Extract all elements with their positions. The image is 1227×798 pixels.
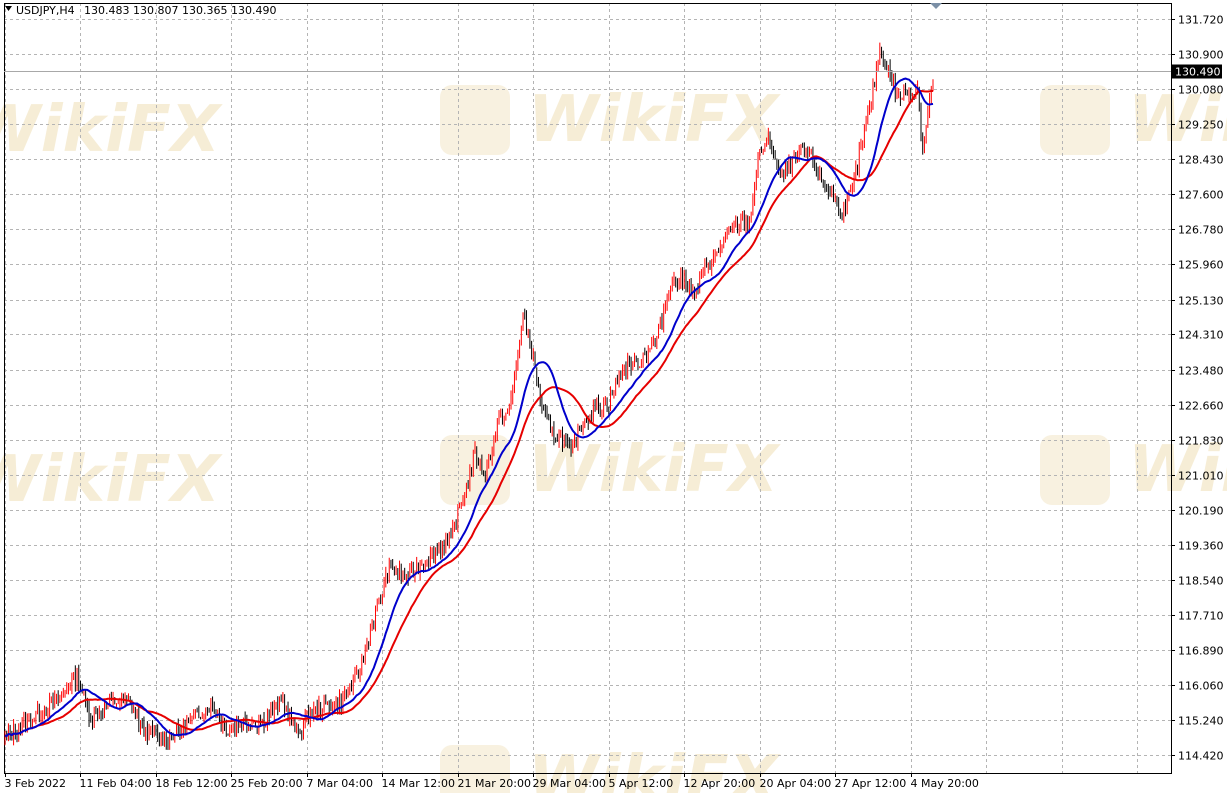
y-tick-label: 130.900	[1178, 49, 1224, 62]
watermark-logo-icon	[440, 745, 510, 798]
candles	[4, 42, 934, 750]
x-tick-label: 21 Mar 20:00	[458, 777, 531, 790]
symbol-label: USDJPY,H4	[16, 4, 75, 17]
x-tick-label: 18 Feb 12:00	[156, 777, 228, 790]
watermark-text: WikiFX	[1128, 433, 1227, 507]
watermark-text: WikiFX	[528, 433, 781, 507]
y-tick-label: 126.780	[1178, 224, 1224, 237]
y-tick-label: 121.010	[1178, 470, 1224, 483]
y-tick-label: 128.430	[1178, 154, 1224, 167]
x-tick-label: 29 Mar 04:00	[533, 777, 606, 790]
chart-header: USDJPY,H4 130.483 130.807 130.365 130.490	[5, 4, 276, 17]
plot-frame	[4, 3, 1172, 774]
y-tick-label: 116.890	[1178, 645, 1224, 658]
x-tick-label: 20 Apr 04:00	[760, 777, 832, 790]
y-tick-label: 118.540	[1178, 575, 1224, 588]
y-tick-label: 116.060	[1178, 680, 1224, 693]
y-tick-label: 119.360	[1178, 540, 1224, 553]
watermark-text: WikiFX	[528, 743, 781, 793]
watermark-text: WikiFX	[0, 93, 223, 167]
watermark-text: WikiFX	[528, 83, 781, 157]
watermark-logo-icon	[1040, 435, 1110, 505]
watermark-group: WikiFX WikiFX WikiFX WikiFX WikiFX WikiFX Wiki…	[0, 83, 1227, 798]
triangle-down-icon[interactable]	[5, 6, 12, 11]
x-tick-label: 25 Feb 20:00	[231, 777, 303, 790]
y-tick-label: 131.720	[1178, 14, 1224, 27]
x-tick-label: 3 Feb 2022	[5, 777, 66, 790]
y-tick-label: 129.250	[1178, 119, 1224, 132]
x-tick-label: 11 Feb 04:00	[80, 777, 152, 790]
x-tick-label: 27 Apr 12:00	[835, 777, 907, 790]
y-tick-label: 120.190	[1178, 505, 1224, 518]
y-tick-label: 125.960	[1178, 259, 1224, 272]
x-tick-label: 5 Apr 12:00	[609, 777, 674, 790]
watermark-text: WikiFX	[1128, 83, 1227, 157]
chart-shift-icon[interactable]	[930, 3, 942, 9]
y-tick-label: 130.080	[1178, 84, 1224, 97]
y-tick-label: 115.240	[1178, 715, 1224, 728]
current-price-marker	[1172, 64, 1222, 79]
current-price-label: 130.490	[1175, 66, 1221, 79]
y-axis: 131.720 130.900 130.080 129.250 128.430 127.6…	[1171, 14, 1224, 763]
y-tick-label: 123.480	[1178, 365, 1224, 378]
y-tick-label: 121.830	[1178, 435, 1224, 448]
ohlc-readout: 130.483 130.807 130.365 130.490	[84, 4, 276, 17]
y-tick-label: 117.710	[1178, 610, 1224, 623]
x-tick-label: 12 Apr 20:00	[684, 777, 756, 790]
y-tick-label: 114.420	[1178, 750, 1224, 763]
x-tick-label: 4 May 20:00	[911, 777, 979, 790]
moving-average-slow	[4, 89, 934, 738]
x-tick-label: 7 Mar 04:00	[307, 777, 373, 790]
moving-average-fast	[4, 77, 934, 738]
y-tick-label: 125.130	[1178, 295, 1224, 308]
y-tick-label: 122.660	[1178, 400, 1224, 413]
x-tick-label: 14 Mar 12:00	[382, 777, 455, 790]
watermark-logo-icon	[440, 85, 510, 155]
y-tick-label: 127.600	[1178, 189, 1224, 202]
watermark-logo-icon	[1040, 85, 1110, 155]
watermark-text: WikiFX	[0, 443, 223, 517]
y-tick-label: 124.310	[1178, 329, 1224, 342]
grid	[4, 3, 1171, 773]
x-axis: 3 Feb 2022 11 Feb 04:00 18 Feb 12:00 25 Feb…	[5, 773, 979, 790]
